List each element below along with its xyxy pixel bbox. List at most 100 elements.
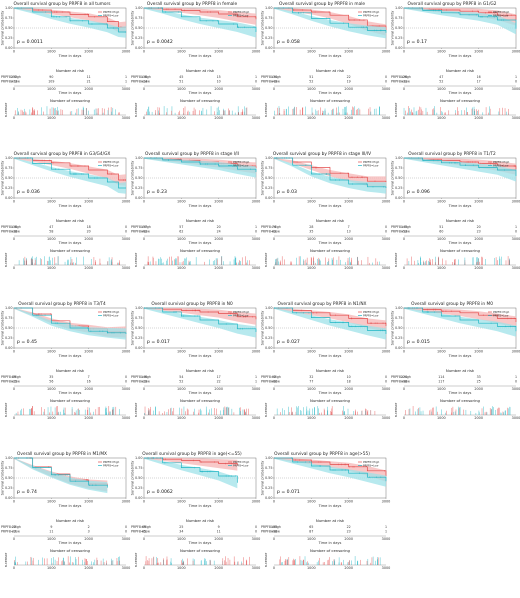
censor-x-tick-label: 0 <box>273 566 275 570</box>
censor-x-tick-label: 3000 <box>122 116 131 120</box>
x-tick-label: 2000 <box>214 200 223 204</box>
survival-curve-low <box>14 157 126 189</box>
confidence-band-high <box>144 458 238 471</box>
y-axis-label: Survival probability <box>391 160 395 196</box>
risk-value: 83 <box>272 230 276 234</box>
risk-x-tick-label: 2000 <box>214 87 223 91</box>
risk-x-tick-label: 1000 <box>47 387 56 391</box>
survival-curve-low <box>14 7 126 33</box>
confidence-band-low <box>14 458 108 494</box>
risk-value: 18 <box>347 380 351 384</box>
y-axis-label: Survival probability <box>1 160 5 196</box>
risk-x-tick-label: 0 <box>403 237 405 241</box>
confidence-band-low <box>274 158 386 194</box>
risk-x-tick-label: 1000 <box>307 537 316 541</box>
x-tick-label: 1000 <box>47 350 56 354</box>
p-value: p = 0.058 <box>277 39 300 45</box>
censor-x-tick-label: 0 <box>273 116 275 120</box>
risk-x-tick-label: 0 <box>13 87 15 91</box>
risk-x-tick-label: 1000 <box>177 387 186 391</box>
y-tick-label: 0.75 <box>135 16 143 20</box>
legend-entry: PRPF8=High <box>363 310 380 314</box>
legend-entry: PRPF8=High <box>233 10 250 14</box>
y-tick-label: 1.00 <box>265 6 273 10</box>
survival-curve-high <box>14 157 126 181</box>
legend-entry: PRPF8=Low <box>233 164 249 168</box>
risk-x-axis-label: Time in days <box>58 391 82 395</box>
risk-table-title: Number at risk <box>446 368 475 373</box>
legend-entry: PRPF8=High <box>103 10 120 14</box>
censor-x-tick-label: 3000 <box>382 266 391 270</box>
y-tick-label: 0.50 <box>5 176 13 180</box>
x-tick-label: 0 <box>13 350 15 354</box>
p-value: p = 0.0062 <box>147 489 173 495</box>
legend-entry: PRPF8=Low <box>103 14 119 18</box>
y-tick-label: 1.00 <box>5 6 13 10</box>
risk-value: 0 <box>255 230 257 234</box>
p-value: p = 0.015 <box>407 339 430 345</box>
x-tick-label: 3000 <box>512 350 520 354</box>
y-tick-label: 0.75 <box>395 166 403 170</box>
risk-x-axis-label: Time in days <box>318 541 342 545</box>
risk-row-label: PRPF8=Low <box>391 380 410 384</box>
chart-title: Overall survival group by PRPF8 in femal… <box>147 1 238 7</box>
confidence-band-low <box>144 458 238 489</box>
x-tick-label: 0 <box>403 200 405 204</box>
risk-value: 7 <box>88 375 90 379</box>
risk-table-title: Number at risk <box>56 518 85 523</box>
risk-x-tick-label: 3000 <box>382 537 391 541</box>
risk-value: 51 <box>309 75 313 79</box>
survival-curve-low <box>274 307 387 334</box>
confidence-band-high <box>404 308 516 328</box>
risk-x-tick-label: 0 <box>13 237 15 241</box>
risk-value: 22 <box>12 525 16 529</box>
y-tick-label: 0.00 <box>135 196 143 200</box>
risk-value: 56 <box>49 380 53 384</box>
risk-value: 77 <box>309 380 313 384</box>
censor-y-label: n.censor <box>394 402 398 417</box>
confidence-band-high <box>404 8 516 26</box>
risk-value: 11 <box>217 530 221 534</box>
y-tick-label: 1.00 <box>265 156 273 160</box>
risk-row-label: PRPF8=Low <box>261 380 280 384</box>
x-tick-label: 0 <box>403 50 405 54</box>
risk-value: 0 <box>125 380 127 384</box>
censor-panel-title: Number of censoring <box>50 548 90 553</box>
y-tick-label: 0.50 <box>265 476 273 480</box>
censor-x-tick-label: 1000 <box>437 416 446 420</box>
risk-row-label: PRPF8=High <box>261 225 281 229</box>
risk-value: 28 <box>309 225 313 229</box>
x-axis-label: Time in days <box>58 54 82 58</box>
risk-value: 125 <box>11 380 17 384</box>
x-axis-label: Time in days <box>58 204 82 208</box>
x-tick-label: 2000 <box>84 50 93 54</box>
risk-x-tick-label: 1000 <box>437 387 446 391</box>
risk-x-tick-label: 0 <box>403 387 405 391</box>
survival-curve-low <box>274 157 387 188</box>
censor-panel-title: Number of censoring <box>50 98 90 103</box>
chart-panel-14: Overall survival group by PRPF8 in age(>… <box>261 451 391 570</box>
risk-value: 9 <box>218 525 220 529</box>
censor-y-label: n.censor <box>4 402 8 417</box>
risk-value: 1 <box>255 75 257 79</box>
y-tick-label: 1.00 <box>135 456 143 460</box>
y-tick-label: 0.25 <box>395 186 403 190</box>
y-tick-label: 0.25 <box>135 36 143 40</box>
y-tick-label: 1.00 <box>5 156 13 160</box>
x-tick-label: 0 <box>273 50 275 54</box>
risk-row-label: PRPF8=Low <box>391 230 410 234</box>
x-axis-label: Time in days <box>188 204 212 208</box>
censor-panel-title: Number of censoring <box>440 248 480 253</box>
risk-value: 52 <box>439 80 443 84</box>
confidence-band-low <box>144 158 256 178</box>
risk-value: 1 <box>255 225 257 229</box>
chart-panel-12: Overall survival group by PRPF8 in M1/MX… <box>1 451 131 570</box>
risk-x-tick-label: 3000 <box>252 537 261 541</box>
risk-x-tick-label: 0 <box>403 87 405 91</box>
censor-y-label: n.censor <box>4 102 8 117</box>
risk-x-tick-label: 0 <box>273 87 275 91</box>
risk-value: 7 <box>348 225 350 229</box>
censor-x-tick-label: 0 <box>143 116 145 120</box>
risk-value: 198 <box>401 380 407 384</box>
risk-x-tick-label: 1000 <box>47 537 56 541</box>
